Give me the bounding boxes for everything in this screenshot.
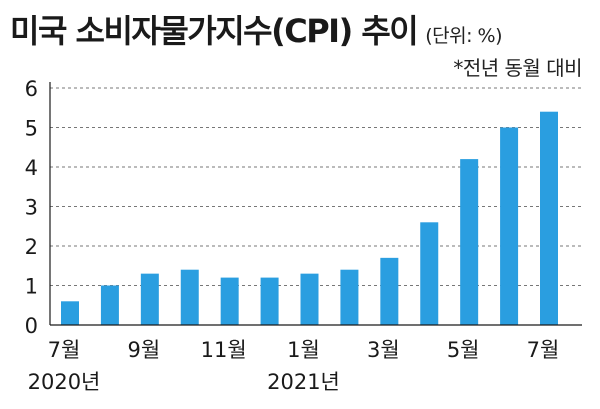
chart-title: 미국 소비자물가지수(CPI) 추이 bbox=[10, 12, 419, 50]
bar bbox=[180, 269, 199, 325]
bar bbox=[540, 111, 558, 325]
bar bbox=[260, 277, 279, 325]
y-tick-label: 2 bbox=[25, 235, 38, 259]
bar bbox=[460, 159, 479, 325]
x-tick-label: 5월 bbox=[447, 338, 480, 362]
bar bbox=[100, 285, 119, 325]
bar bbox=[300, 273, 319, 325]
x-tick-label: 7월 bbox=[48, 338, 81, 362]
bar bbox=[420, 222, 439, 325]
x-tick-label: 1월 bbox=[287, 338, 320, 362]
chart-note: *전년 동월 대비 bbox=[453, 56, 582, 80]
x-tick-label: 11월 bbox=[201, 338, 247, 362]
bar bbox=[500, 127, 519, 325]
year-label: 2020년 bbox=[28, 370, 101, 394]
unit-label: (단위: %) bbox=[425, 25, 502, 47]
x-tick-label: 9월 bbox=[127, 338, 160, 362]
title-row: 미국 소비자물가지수(CPI) 추이 (단위: %) bbox=[10, 6, 590, 50]
y-tick-label: 3 bbox=[25, 196, 38, 220]
bar bbox=[61, 301, 79, 325]
bar bbox=[380, 257, 399, 325]
bar bbox=[340, 269, 359, 325]
y-tick-label: 1 bbox=[25, 275, 38, 299]
x-tick-label: 7월 bbox=[527, 338, 560, 362]
x-tick-label: 3월 bbox=[367, 338, 400, 362]
y-tick-label: 5 bbox=[25, 117, 38, 141]
bar bbox=[140, 273, 159, 325]
y-tick-label: 0 bbox=[25, 314, 38, 338]
year-label: 2021년 bbox=[267, 370, 340, 394]
bar bbox=[220, 277, 239, 325]
y-tick-label: 4 bbox=[25, 156, 38, 180]
y-tick-label: 6 bbox=[25, 77, 38, 101]
